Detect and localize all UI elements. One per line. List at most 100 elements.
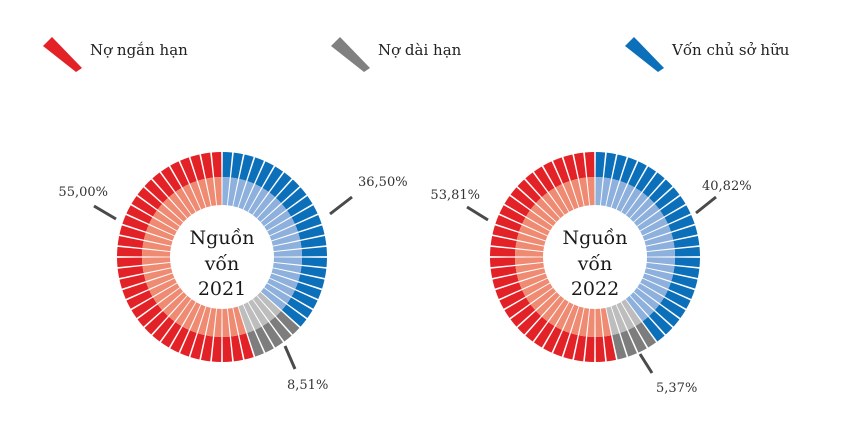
donut-inner-tick-equity: [633, 203, 660, 227]
donut-outer-tick-short-term-debt: [533, 322, 555, 348]
donut-inner-tick-short-term-debt: [222, 308, 230, 337]
data-label-long-term-debt: 5,37%: [656, 381, 697, 396]
donut-outer-tick-equity: [287, 195, 313, 217]
donut-inner-tick-long-term-debt: [243, 302, 262, 330]
donut-inner-tick-long-term-debt: [238, 304, 254, 333]
donut-outer-tick-equity: [276, 179, 300, 203]
donut-outer-tick-short-term-debt: [525, 316, 548, 342]
donut-outer-tick-short-term-debt: [504, 297, 530, 319]
donut-center-label: 2021: [198, 278, 246, 300]
donut-outer-tick-equity: [654, 304, 680, 327]
donut-inner-tick-equity: [630, 197, 655, 222]
donut-outer-tick-short-term-debt: [122, 215, 149, 232]
donut-inner-tick-short-term-debt: [197, 306, 211, 336]
donut-inner-tick-short-term-debt: [142, 249, 171, 257]
donut-inner-tick-short-term-debt: [530, 203, 557, 227]
donut-outer-tick-equity: [671, 274, 698, 289]
donut-inner-tick-equity: [252, 192, 276, 219]
donut-inner-tick-short-term-debt: [175, 188, 196, 215]
donut-inner-tick-long-term-debt: [248, 299, 269, 326]
donut-outer-tick-equity: [660, 297, 686, 319]
donut-inner-tick-short-term-debt: [522, 278, 550, 297]
legend-label-equity: Vốn chủ sở hữu: [672, 41, 790, 59]
donut-inner-tick-short-term-debt: [142, 257, 171, 265]
donut-outer-tick-equity: [295, 282, 322, 299]
donut-outer-tick-equity: [301, 246, 327, 257]
donut-inner-tick-short-term-debt: [205, 177, 217, 207]
donut-inner-tick-short-term-debt: [570, 178, 584, 208]
donut-outer-tick-short-term-debt: [510, 304, 536, 327]
legend-label-long-term-debt: Nợ dài hạn: [378, 41, 462, 59]
donut-outer-tick-short-term-debt: [492, 274, 519, 289]
donut-outer-tick-short-term-debt: [490, 265, 517, 279]
donut-chart-1: Nguồn vốn 2021 36,50% 8,51% 55,00%: [58, 152, 408, 393]
donut-inner-tick-equity: [272, 240, 302, 252]
donut-outer-tick-equity: [291, 205, 318, 224]
donut-outer-tick-short-term-debt: [190, 333, 205, 360]
donut-outer-tick-equity: [668, 282, 695, 299]
donut-inner-tick-equity: [646, 249, 675, 257]
donut-outer-tick-equity: [269, 172, 292, 198]
donut-outer-tick-long-term-debt: [276, 311, 300, 335]
donut-outer-tick-short-term-debt: [160, 166, 182, 192]
donut-inner-tick-short-term-debt: [555, 184, 574, 212]
donut-inner-tick-short-term-debt: [190, 181, 206, 210]
donut-outer-tick-short-term-debt: [117, 265, 144, 279]
donut-outer-tick-short-term-debt: [533, 166, 555, 192]
donut-inner-tick-short-term-debt: [233, 306, 247, 336]
donut-outer-tick-short-term-debt: [211, 152, 222, 178]
donut-inner-tick-short-term-debt: [175, 299, 196, 326]
donut-inner-tick-equity: [264, 283, 291, 304]
donut-inner-tick-short-term-debt: [227, 307, 239, 337]
donut-inner-tick-short-term-debt: [162, 292, 187, 317]
donut-outer-tick-short-term-debt: [490, 235, 517, 249]
donut-inner-tick-short-term-debt: [190, 304, 206, 333]
donut-outer-tick-short-term-debt: [137, 187, 163, 210]
donut-outer-tick-short-term-debt: [200, 335, 214, 362]
donut-inner-tick-short-term-debt: [587, 308, 595, 337]
donut-outer-tick-short-term-debt: [517, 311, 541, 335]
donut-outer-tick-equity: [300, 265, 327, 279]
donut-outer-tick-short-term-debt: [603, 335, 617, 362]
donut-inner-tick-equity: [645, 240, 675, 252]
donut-inner-tick-short-term-debt: [515, 249, 544, 257]
donut-outer-tick-long-term-debt: [620, 330, 637, 357]
donut-inner-tick-short-term-debt: [578, 177, 590, 207]
donut-inner-tick-equity: [269, 225, 298, 241]
donut-inner-tick-equity: [621, 188, 642, 215]
legend-label-short-term-debt: Nợ ngắn hạn: [90, 41, 188, 59]
donut-outer-tick-equity: [649, 311, 673, 335]
donut-outer-tick-short-term-debt: [180, 330, 197, 357]
donut-outer-tick-equity: [301, 257, 327, 268]
donut-center-label: 2022: [571, 278, 619, 300]
donut-inner-tick-short-term-debt: [519, 273, 548, 289]
donut-inner-tick-short-term-debt: [535, 292, 560, 317]
donut-outer-tick-short-term-debt: [525, 172, 548, 198]
donut-outer-tick-short-term-debt: [492, 225, 519, 240]
donut-outer-tick-long-term-debt: [255, 326, 274, 353]
donut-inner-tick-equity: [640, 278, 668, 297]
leader-line-short-term-debt: [466, 205, 489, 222]
donut-inner-tick-short-term-debt: [182, 184, 201, 212]
donut-center-label: Nguồn: [563, 227, 628, 249]
donut-outer-tick-short-term-debt: [131, 297, 157, 319]
donut-inner-tick-short-term-debt: [153, 283, 180, 304]
donut-inner-tick-equity: [630, 292, 655, 317]
donut-inner-tick-equity: [616, 184, 635, 212]
donut-inner-tick-short-term-debt: [143, 268, 173, 282]
donut-inner-tick-equity: [642, 225, 671, 241]
donut-outer-tick-short-term-debt: [122, 282, 149, 299]
donut-outer-tick-equity: [674, 246, 700, 257]
donut-inner-tick-equity: [644, 268, 674, 282]
donut-inner-tick-short-term-debt: [182, 302, 201, 330]
donut-inner-tick-equity: [243, 184, 262, 212]
donut-inner-tick-long-term-debt: [257, 292, 282, 317]
donut-outer-tick-short-term-debt: [131, 195, 157, 217]
donut-outer-tick-equity: [222, 152, 233, 178]
donut-inner-tick-long-term-debt: [606, 306, 620, 336]
legend-swatch-short-term-debt: [43, 37, 82, 72]
donut-inner-tick-equity: [264, 210, 291, 231]
donut-inner-tick-short-term-debt: [214, 308, 222, 337]
donut-outer-tick-equity: [295, 215, 322, 232]
donut-outer-tick-equity: [255, 161, 274, 188]
